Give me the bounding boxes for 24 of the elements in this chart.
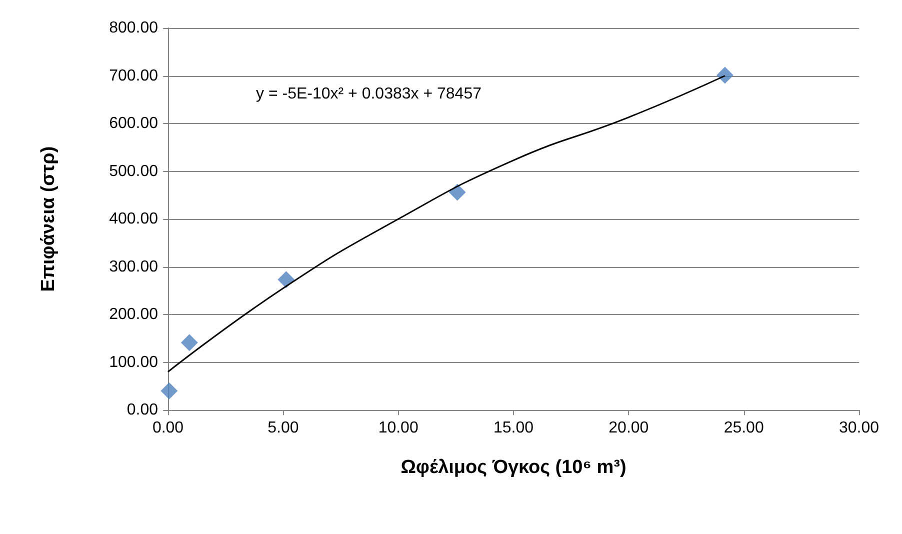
point bbox=[180, 334, 198, 352]
y-tick-label: 600.00 bbox=[109, 115, 158, 132]
y-tick-label: 400.00 bbox=[109, 210, 158, 228]
x-tick-label: 10.00 bbox=[378, 420, 418, 436]
y-tick-label: 0.00 bbox=[126, 402, 158, 418]
y-tick-label: 500.00 bbox=[109, 162, 158, 180]
point bbox=[278, 271, 295, 288]
point bbox=[716, 66, 734, 84]
y-tick-label: 200.00 bbox=[109, 306, 158, 323]
annotation: y = -5E-10x² + 0.0383x + 78457 bbox=[256, 86, 482, 102]
y-axis-title: Επιφάνεια (στρ) bbox=[38, 146, 59, 292]
y-tick-label: 800.00 bbox=[109, 20, 158, 36]
x-axis-title: Ωφέλιμος Όγκος (10⁶ m³) bbox=[400, 457, 626, 478]
y-tick-label: 300.00 bbox=[109, 258, 158, 276]
y-tick-label: 100.00 bbox=[109, 354, 158, 371]
x-tick-label: 25.00 bbox=[724, 420, 764, 436]
x-tick-label: 20.00 bbox=[608, 420, 649, 436]
x-tick-label: 30.00 bbox=[838, 420, 880, 436]
x-tick-label: 15.00 bbox=[493, 420, 534, 436]
y-tick-label: 700.00 bbox=[109, 67, 158, 84]
x-tick-label: 0.00 bbox=[152, 420, 184, 436]
point bbox=[448, 184, 466, 201]
x-tick-label: 5.00 bbox=[268, 420, 299, 436]
point bbox=[160, 382, 178, 400]
